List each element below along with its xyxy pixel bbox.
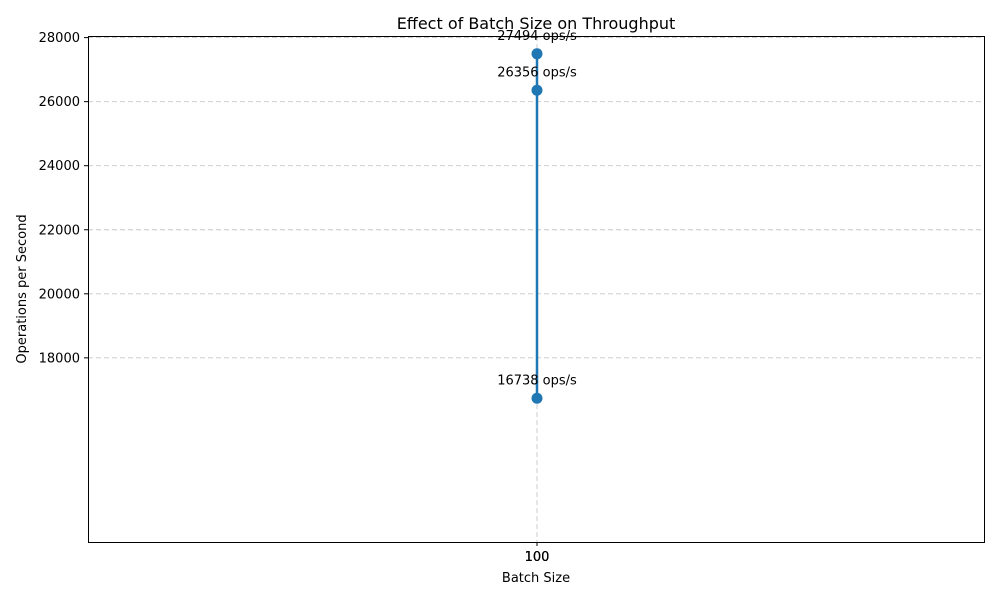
data-point <box>531 392 543 404</box>
x-tick-label: 100 <box>525 550 550 565</box>
data-point <box>531 84 543 96</box>
y-tick-label: 26000 <box>39 95 80 110</box>
y-tick-label: 20000 <box>39 287 80 302</box>
x-tick-label: 100 <box>525 550 550 565</box>
y-tick-label: 22000 <box>39 223 80 238</box>
x-tick-label: 100 <box>525 550 550 565</box>
data-label: 16738 ops/s <box>497 373 577 388</box>
x-axis-label: Batch Size <box>502 571 570 586</box>
chart-title: Effect of Batch Size on Throughput <box>397 14 676 33</box>
y-axis-label: Operations per Second <box>15 214 30 363</box>
data-point <box>531 48 543 60</box>
y-tick-label: 24000 <box>39 159 80 174</box>
y-tick-label: 28000 <box>39 31 80 46</box>
y-tick-label: 18000 <box>39 351 80 366</box>
data-label: 26356 ops/s <box>497 65 577 80</box>
y-axis: 18000 20000 22000 24000 26000 28000 <box>39 31 88 366</box>
